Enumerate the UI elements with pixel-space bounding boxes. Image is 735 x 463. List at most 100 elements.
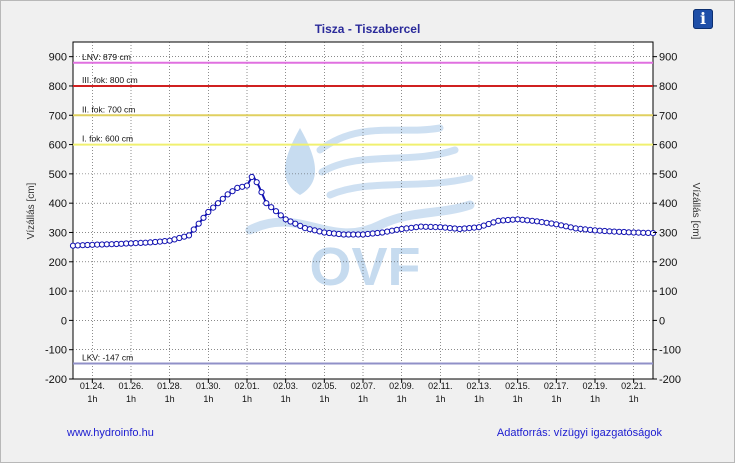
y-tick-label-left: 100: [49, 286, 67, 298]
series-marker: [243, 182, 251, 189]
y-tick-label-left: 900: [49, 52, 67, 64]
series-marker: [258, 189, 265, 196]
y-axis-label-right: Vízállás [cm]: [690, 183, 701, 240]
series-marker: [272, 208, 280, 215]
x-tick-sublabel: 1h: [474, 394, 484, 404]
y-tick-label-right: -200: [659, 374, 681, 386]
footer-link[interactable]: www.hydroinfo.hu: [67, 427, 154, 439]
series-marker: [466, 225, 473, 232]
y-tick-label-left: -200: [45, 374, 67, 386]
reference-lines: LNV: 879 cm III. fok: 800 cm II. fok: 700 …: [73, 52, 653, 365]
x-tick-label: 01.28.: [157, 381, 182, 391]
y-tick-label-right: 200: [659, 257, 677, 269]
x-tick-sublabel: 1h: [319, 394, 329, 404]
series-marker: [253, 179, 260, 186]
axes: -200 -200 -100 -100 0 0 100 100 200 200 300 300 400 4…: [45, 52, 681, 404]
series-marker: [509, 216, 516, 223]
reference-label: III. fok: 800 cm: [82, 75, 138, 85]
series-marker: [567, 224, 574, 231]
series-marker: [553, 221, 560, 228]
x-tick-sublabel: 1h: [590, 394, 600, 404]
info-button[interactable]: i: [693, 9, 713, 29]
watermark-wave: [318, 146, 459, 176]
x-tick-label: 01.30.: [196, 381, 221, 391]
watermark-wave: [245, 200, 475, 238]
series-marker: [335, 230, 342, 238]
series-marker: [451, 225, 458, 232]
x-tick-label: 02.15.: [505, 381, 530, 391]
reference-label: I. fok: 600 cm: [82, 134, 133, 144]
series-marker: [538, 219, 545, 226]
watermark-wave: [316, 124, 444, 154]
reference-label: LNV: 879 cm: [82, 52, 131, 62]
series-marker: [379, 229, 386, 236]
x-tick-sublabel: 1h: [203, 394, 213, 404]
series-marker: [495, 217, 502, 224]
series-marker: [195, 220, 202, 227]
info-icon: i: [699, 9, 707, 28]
series-marker: [364, 230, 371, 238]
x-tick-sublabel: 1h: [629, 394, 639, 404]
x-tick-sublabel: 1h: [165, 394, 175, 404]
x-tick-label: 02.01.: [234, 381, 259, 391]
series-marker: [582, 226, 589, 233]
y-tick-label-right: 0: [659, 315, 665, 327]
series-marker: [393, 226, 400, 233]
y-tick-label-left: 400: [49, 198, 67, 210]
series-marker: [190, 226, 197, 233]
series-marker: [205, 208, 212, 216]
x-tick-sublabel: 1h: [551, 394, 561, 404]
y-tick-label-right: 100: [659, 286, 677, 298]
series-marker: [268, 204, 275, 211]
y-tick-label-right: 300: [659, 227, 677, 239]
y-tick-label-right: 800: [659, 81, 677, 93]
x-tick-sublabel: 1h: [435, 394, 445, 404]
y-tick-label-right: 600: [659, 140, 677, 152]
series-marker: [277, 212, 284, 219]
series-marker: [287, 218, 294, 225]
x-tick-label: 02.05.: [312, 381, 337, 391]
series-marker: [176, 234, 183, 242]
series-marker: [384, 228, 391, 235]
x-tick-label: 01.24.: [80, 381, 105, 391]
series-marker: [219, 195, 226, 202]
x-tick-sublabel: 1h: [87, 394, 97, 404]
x-tick-sublabel: 1h: [358, 394, 368, 404]
watermark-text: OVF: [309, 237, 420, 297]
x-tick-label: 02.03.: [273, 381, 298, 391]
x-tick-sublabel: 1h: [242, 394, 252, 404]
series-marker: [210, 204, 217, 211]
footer-source: Adatforrás: vízügyi igazgatóságok: [496, 427, 662, 439]
series-marker: [185, 232, 193, 239]
x-tick-label: 02.13.: [466, 381, 491, 391]
y-tick-label-left: 500: [49, 169, 67, 181]
series-marker: [147, 239, 154, 246]
y-tick-label-right: 700: [659, 110, 677, 122]
series-marker: [282, 216, 289, 223]
series-marker: [297, 222, 304, 229]
series-marker: [200, 214, 207, 221]
y-axis-label-left: Vízállás [cm]: [26, 182, 37, 239]
x-tick-label: 02.07.: [350, 381, 375, 391]
x-tick-label: 02.09.: [389, 381, 414, 391]
series-marker: [649, 230, 657, 237]
y-tick-label-left: 800: [49, 81, 67, 93]
x-tick-sublabel: 1h: [397, 394, 407, 404]
series-marker: [306, 226, 313, 233]
y-tick-label-right: -100: [659, 345, 681, 357]
x-tick-sublabel: 1h: [513, 394, 523, 404]
y-tick-label-right: 900: [659, 52, 677, 64]
ovf-watermark: OVF: [245, 124, 475, 297]
series-marker: [214, 200, 222, 207]
series-marker: [224, 191, 231, 198]
chart-title: Tisza - Tiszabercel: [314, 22, 421, 36]
x-tick-label: 02.17.: [544, 381, 569, 391]
x-tick-sublabel: 1h: [281, 394, 291, 404]
y-tick-label-left: 600: [49, 140, 67, 152]
series-marker: [248, 173, 255, 181]
reference-label: II. fok: 700 cm: [82, 104, 135, 114]
series-water-level: [69, 173, 657, 249]
series-marker: [388, 227, 396, 234]
series-marker: [408, 224, 415, 231]
